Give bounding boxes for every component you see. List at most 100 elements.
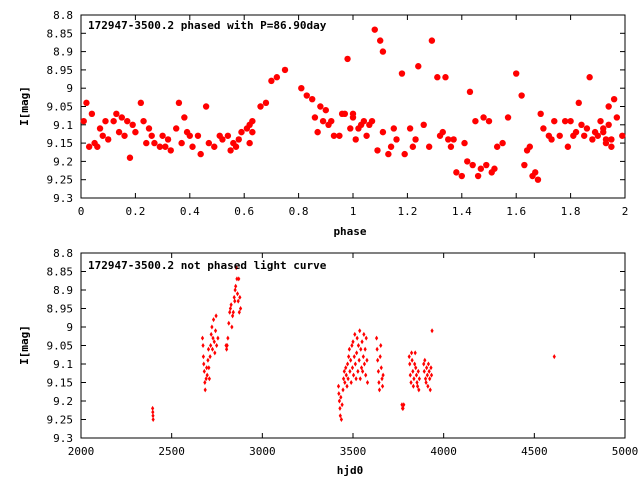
unphased-data-point [414, 372, 419, 378]
unphased-data-point [339, 417, 343, 422]
unphased-data-point [234, 283, 238, 289]
phased-data-point [317, 103, 324, 110]
unphased-x-ticks: 2000 2500 3000 3500 4000 4500 5000 [68, 253, 638, 458]
phased-data-point [330, 132, 338, 139]
phased-data-point [548, 136, 555, 143]
phased-data-point [94, 143, 101, 150]
phased-data-point [268, 77, 275, 85]
phased-data-point [589, 136, 596, 143]
phased-data-point [513, 70, 520, 77]
unphased-data-point [401, 405, 405, 411]
unphased-data-point [204, 376, 208, 382]
unphased-data-point [200, 335, 205, 341]
unphased-y-tick-label: 9.05 [47, 340, 74, 353]
unphased-data-point [208, 354, 212, 360]
unphased-data-point [365, 380, 370, 385]
phased-data-point [341, 110, 349, 118]
unphased-data-point [228, 309, 232, 315]
unphased-data-point [201, 343, 205, 348]
unphased-data-point [228, 306, 233, 311]
phased-data-point [181, 114, 188, 121]
phased-data-point [164, 136, 172, 143]
unphased-data-point [207, 376, 211, 382]
unphased-data-point [349, 380, 353, 385]
phased-data-point [102, 117, 109, 125]
unphased-data-point [216, 335, 220, 341]
unphased-data-point [211, 317, 216, 323]
phased-y-tick-label: 9.25 [47, 174, 74, 187]
unphased-points [151, 265, 556, 422]
phased-data-point [173, 125, 180, 132]
unphased-data-point [411, 383, 415, 389]
phased-data-point [132, 128, 139, 136]
unphased-data-point [377, 387, 382, 393]
phased-data-point [211, 143, 218, 150]
phased-data-point [167, 147, 174, 154]
unphased-data-point [206, 346, 211, 352]
phased-data-point [428, 37, 436, 44]
phased-x-tick-label: 0.2 [125, 205, 145, 218]
phased-data-point [534, 176, 542, 183]
phased-plot-frame [80, 14, 626, 199]
unphased-data-point [409, 380, 413, 385]
phased-data-point [124, 117, 131, 125]
unphased-y-tick-label: 9 [66, 321, 73, 334]
phased-data-point [401, 150, 408, 158]
unphased-data-point [430, 328, 434, 334]
phased-data-point [88, 110, 96, 118]
unphased-data-point [227, 320, 231, 326]
phased-x-tick-label: 1.6 [506, 205, 526, 218]
unphased-data-point [359, 365, 364, 371]
phased-data-point [352, 136, 359, 143]
unphased-data-point [425, 365, 429, 371]
unphased-data-point [357, 357, 361, 363]
unphased-y-ticks: 8.8 8.85 8.9 8.95 9 9.05 9.1 9.15 9.2 9.25 9.3 [47, 247, 625, 445]
unphased-data-point [151, 409, 155, 415]
unphased-data-point [380, 376, 384, 382]
phased-data-point [344, 55, 351, 63]
phased-data-point [572, 128, 580, 136]
phased-data-point [205, 139, 213, 147]
unphased-data-point [417, 376, 421, 382]
unphased-data-point [347, 346, 351, 352]
unphased-data-point [408, 372, 412, 378]
phased-data-point [178, 139, 185, 147]
phased-data-point [194, 132, 202, 139]
unphased-data-point [424, 380, 428, 385]
unphased-data-point [354, 376, 358, 382]
unphased-data-point [422, 368, 426, 374]
phased-data-point [96, 125, 104, 132]
unphased-data-point [429, 372, 434, 378]
unphased-data-point [422, 361, 426, 367]
unphased-data-point [426, 383, 430, 389]
unphased-data-point [201, 354, 205, 360]
unphased-data-point [428, 387, 432, 393]
unphased-data-point [410, 357, 414, 363]
unphased-data-point [402, 402, 406, 408]
phased-data-point [453, 169, 460, 176]
unphased-data-point [205, 365, 209, 371]
phased-data-point [474, 172, 482, 180]
phased-title: 172947-3500.2 phased with P=86.90day [88, 19, 327, 32]
phased-data-point [450, 136, 457, 143]
phased-data-point [469, 161, 476, 169]
phased-data-point [608, 143, 615, 150]
phased-data-point [246, 139, 253, 147]
phased-y-tick-label: 8.85 [47, 27, 74, 40]
unphased-data-point [425, 372, 429, 378]
phased-x-axis-label: phase [333, 225, 366, 238]
phased-data-point [281, 66, 289, 74]
unphased-data-point [212, 339, 216, 345]
unphased-data-point [375, 346, 379, 352]
phased-data-point [309, 95, 316, 103]
phased-data-point [224, 132, 232, 139]
phased-data-point [472, 117, 479, 125]
unphased-data-point [341, 376, 346, 382]
unphased-data-point [337, 391, 341, 397]
phased-data-point [363, 132, 370, 139]
phased-x-tick-label: 0.8 [289, 205, 309, 218]
unphased-data-point [215, 343, 219, 348]
unphased-data-point [232, 294, 236, 300]
unphased-data-point [407, 354, 411, 360]
